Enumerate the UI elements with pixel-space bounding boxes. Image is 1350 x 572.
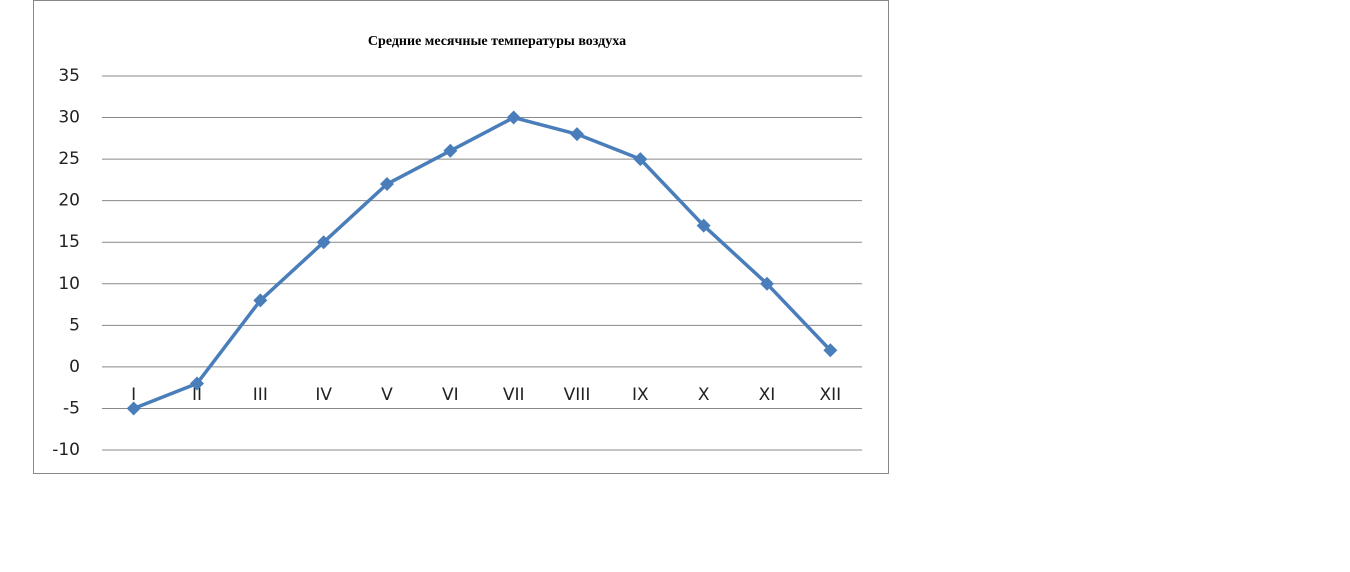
y-tick-label: 10 [58,274,80,294]
x-tick-label: XII [819,385,841,405]
y-tick-label: 35 [58,66,80,86]
data-marker [696,218,711,233]
data-marker [760,276,774,291]
x-tick-label: X [698,385,710,405]
x-tick-label: II [192,385,202,405]
x-tick-label: VII [503,385,525,405]
data-marker [126,401,141,416]
x-tick-label: VI [442,385,459,405]
y-tick-label: 0 [69,357,80,377]
data-line [133,115,832,411]
data-marker [570,127,584,142]
y-tick-label: -10 [52,440,80,460]
data-marker [380,177,394,192]
x-tick-label: V [381,385,393,405]
data-marker [633,152,648,167]
x-tick-label: VIII [564,385,591,405]
x-tick-label: IX [632,385,649,405]
x-tick-label: XI [759,385,776,405]
x-tick-label: IV [315,385,332,405]
data-marker [506,110,521,125]
x-tick-label: I [131,385,136,405]
y-tick-label: 20 [58,191,80,211]
y-tick-label: 15 [58,232,80,252]
chart-frame [33,0,889,474]
data-marker [443,143,458,158]
y-tick-label: 5 [69,315,80,335]
data-marker [253,293,268,308]
data-marker [190,376,204,391]
data-marker [316,235,331,250]
y-tick-label: -5 [63,398,80,418]
chart-title: Средние месячные температуры воздуха [368,34,626,49]
x-tick-label: III [253,385,268,405]
y-tick-label: 30 [58,108,80,128]
data-marker [823,343,838,358]
y-tick-label: 25 [58,149,80,169]
